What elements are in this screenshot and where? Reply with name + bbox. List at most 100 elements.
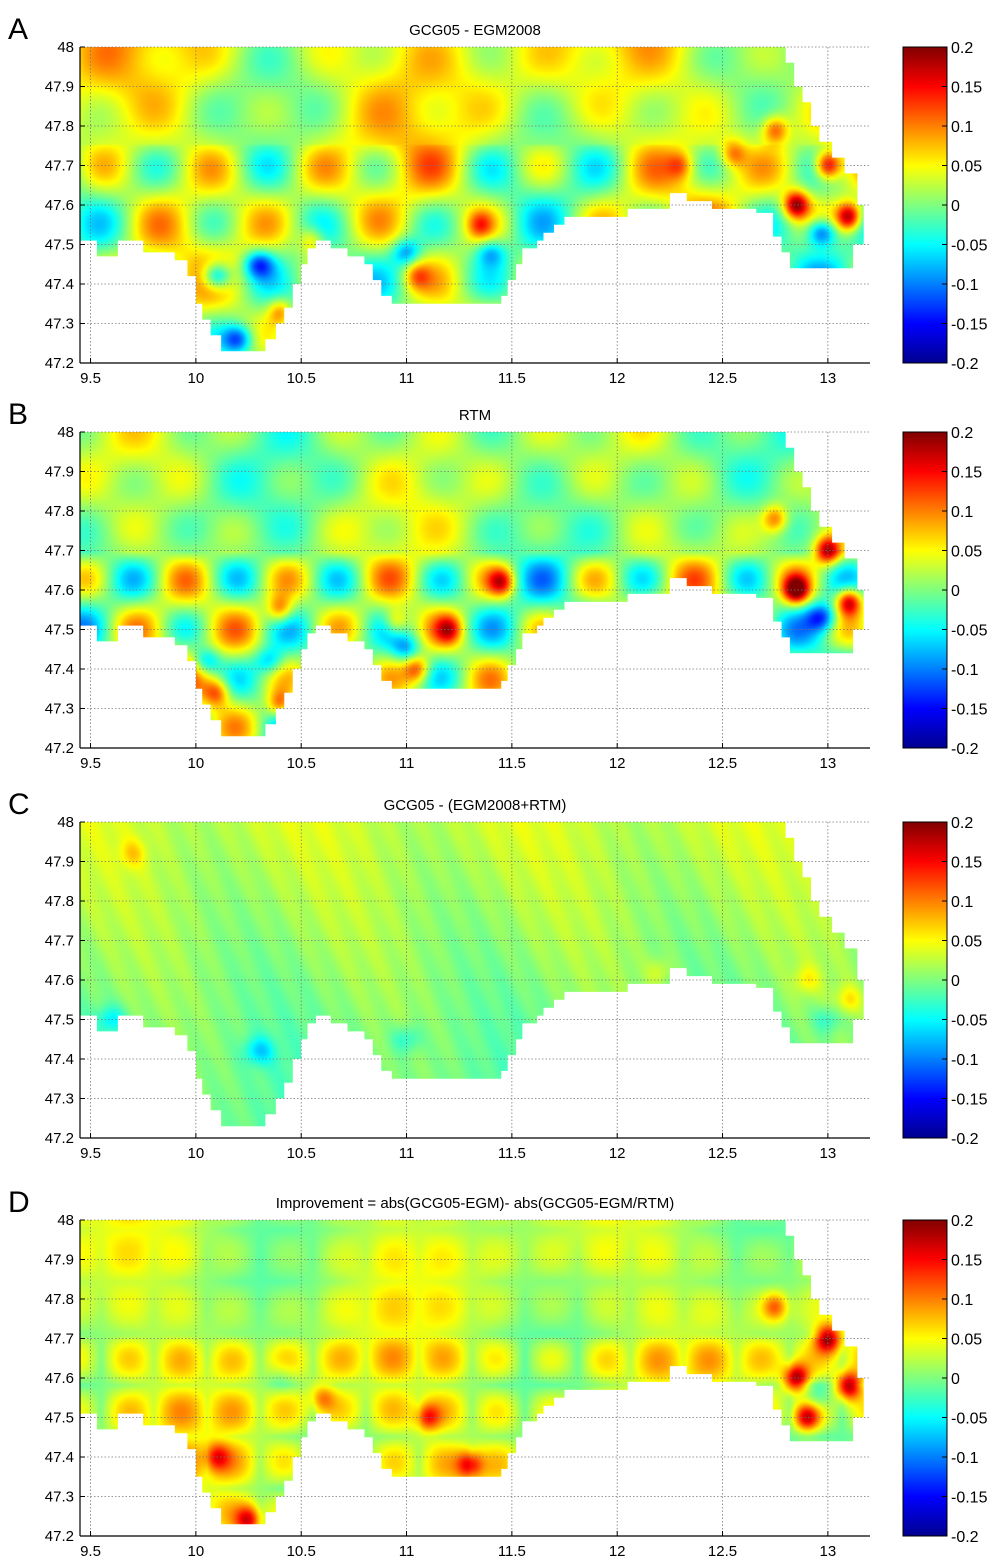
y-tick-label: 48: [57, 814, 74, 831]
x-tick-label: 13: [820, 370, 837, 387]
colorbar-tick-label: 0: [951, 198, 960, 215]
y-tick-label: 47.8: [45, 1291, 74, 1308]
x-tick-label: 11.5: [498, 370, 526, 387]
y-tick-label: 47.7: [45, 158, 74, 175]
panel-d: 9.5 10 10.5 11 11.5 12 12.5 13 48 47.9 47.8 47.7 47.…: [8, 1186, 988, 1560]
x-tick-label: 12.5: [708, 1543, 737, 1560]
y-tick-label: 47.5: [45, 1410, 74, 1427]
x-tick-label: 11: [399, 370, 415, 387]
y-tick-label: 47.5: [45, 1012, 74, 1029]
x-tick-label: 11.5: [498, 1543, 526, 1560]
colorbar-tick-label: 0.15: [951, 80, 982, 97]
x-tick-label: 10: [188, 370, 205, 387]
panel-letter: D: [8, 1186, 30, 1219]
x-tick-label: 10: [188, 755, 205, 772]
x-tick-label: 13: [820, 755, 837, 772]
colorbar-tick-label: 0.15: [951, 855, 982, 872]
colorbar-tick-label: 0.15: [951, 1253, 982, 1270]
x-tick-label: 10: [188, 1543, 205, 1560]
colorbar-tick-label: 0.05: [951, 544, 982, 561]
x-tick-label: 12.5: [708, 755, 737, 772]
x-tick-label: 12: [609, 755, 626, 772]
colorbar-tick-label: -0.2: [951, 1529, 979, 1546]
y-tick-label: 47.2: [45, 740, 74, 757]
heatmap-a: [80, 47, 864, 352]
x-tick-label: 10.5: [287, 370, 316, 387]
colorbar-tick-label: -0.1: [951, 1052, 979, 1069]
y-tick-label: 47.5: [45, 622, 74, 639]
colorbar-tick-label: 0.2: [951, 40, 973, 57]
y-tick-label: 48: [57, 424, 74, 441]
y-tick-label: 47.8: [45, 118, 74, 135]
colorbar-tick-label: -0.15: [951, 1490, 988, 1507]
panel-letter: A: [8, 13, 28, 46]
panel-c: 9.5 10 10.5 11 11.5 12 12.5 13 48 47.9 47.8 47.7 47.…: [8, 788, 988, 1162]
colorbar-tick-label: 0.05: [951, 1332, 982, 1349]
colorbar-tick-label: -0.2: [951, 1131, 979, 1148]
x-tick-label: 12.5: [708, 370, 737, 387]
panel-title: Improvement = abs(GCG05-EGM)- abs(GCG05-…: [276, 1195, 675, 1212]
colorbar-tick-label: -0.05: [951, 1411, 988, 1428]
colorbar: [902, 1219, 948, 1537]
y-tick-label: 47.5: [45, 237, 74, 254]
colorbar-tick-label: 0.05: [951, 159, 982, 176]
colorbar-tick-label: 0.15: [951, 465, 982, 482]
colorbar-tick-label: -0.05: [951, 1013, 988, 1030]
panel-title: RTM: [459, 407, 491, 424]
colorbar-tick-label: -0.1: [951, 1450, 979, 1467]
y-tick-label: 47.2: [45, 355, 74, 372]
y-tick-label: 47.9: [45, 1252, 74, 1269]
y-tick-label: 47.7: [45, 543, 74, 560]
colorbar-tick-label: -0.05: [951, 238, 988, 255]
colorbar-tick-label: -0.1: [951, 662, 979, 679]
x-tick-label: 11: [399, 1145, 415, 1162]
panel-letter: B: [8, 398, 28, 431]
colorbar-tick-label: -0.05: [951, 623, 988, 640]
y-tick-label: 47.3: [45, 1489, 74, 1506]
colorbar-tick-label: 0.1: [951, 119, 973, 136]
x-tick-label: 10.5: [287, 755, 316, 772]
x-tick-label: 11: [399, 755, 415, 772]
y-tick-label: 47.6: [45, 1370, 74, 1387]
colorbar-tick-label: 0: [951, 1371, 960, 1388]
colorbar-tick-label: -0.1: [951, 277, 979, 294]
colorbar-tick-label: 0: [951, 973, 960, 990]
y-tick-label: 47.3: [45, 316, 74, 333]
x-tick-label: 11.5: [498, 755, 526, 772]
panel-b: 9.5 10 10.5 11 11.5 12 12.5 13 48 47.9 47.8 47.7 47.…: [8, 398, 988, 772]
colorbar-tick-label: 0.05: [951, 934, 982, 951]
y-tick-label: 47.2: [45, 1130, 74, 1147]
heatmap-c: [80, 822, 864, 1127]
y-tick-label: 47.6: [45, 972, 74, 989]
x-tick-label: 12: [609, 1543, 626, 1560]
y-tick-label: 47.4: [45, 1449, 74, 1466]
colorbar-tick-label: -0.2: [951, 356, 979, 373]
y-tick-label: 47.9: [45, 854, 74, 871]
y-tick-label: 47.7: [45, 1331, 74, 1348]
x-tick-label: 10.5: [287, 1543, 316, 1560]
colorbar: [902, 431, 948, 749]
y-tick-label: 48: [57, 39, 74, 56]
y-tick-label: 47.9: [45, 464, 74, 481]
colorbar-tick-label: 0.1: [951, 1292, 973, 1309]
x-tick-label: 10: [188, 1145, 205, 1162]
x-tick-label: 9.5: [80, 1145, 101, 1162]
colorbar-tick-label: 0.1: [951, 504, 973, 521]
y-tick-label: 47.3: [45, 701, 74, 718]
x-tick-label: 13: [820, 1543, 837, 1560]
colorbar-tick-label: 0.1: [951, 894, 973, 911]
y-tick-label: 47.2: [45, 1528, 74, 1545]
panel-title: GCG05 - (EGM2008+RTM): [384, 797, 567, 814]
colorbar-tick-label: 0.2: [951, 1213, 973, 1230]
y-tick-label: 47.8: [45, 893, 74, 910]
y-tick-label: 47.8: [45, 503, 74, 520]
x-tick-label: 10.5: [287, 1145, 316, 1162]
x-tick-label: 13: [820, 1145, 837, 1162]
x-tick-label: 11.5: [498, 1145, 526, 1162]
x-tick-label: 12: [609, 370, 626, 387]
x-tick-label: 9.5: [80, 1543, 101, 1560]
x-tick-label: 11: [399, 1543, 415, 1560]
y-tick-label: 47.9: [45, 79, 74, 96]
colorbar-tick-label: 0: [951, 583, 960, 600]
